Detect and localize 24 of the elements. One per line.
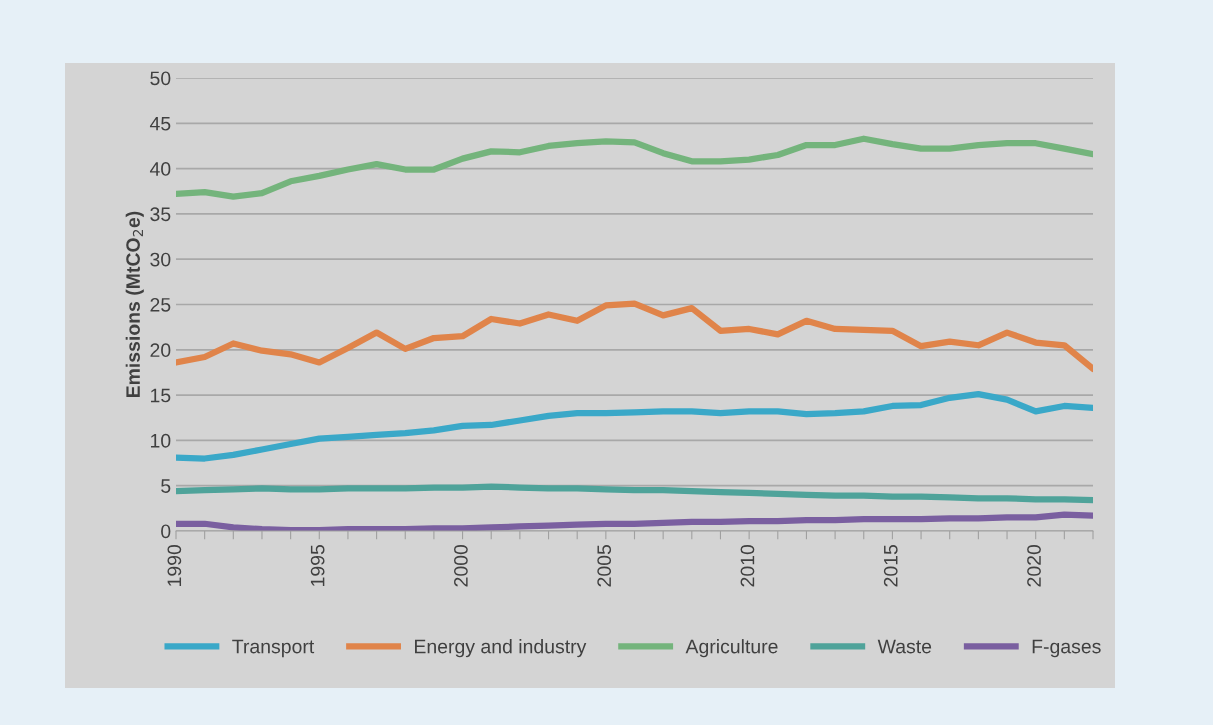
x-tick-label: 2005 bbox=[597, 545, 612, 587]
y-tick-label: 35 bbox=[150, 207, 171, 222]
y-tick-label: 20 bbox=[150, 343, 171, 358]
y-tick-label: 30 bbox=[150, 252, 171, 267]
y-tick-label: 25 bbox=[150, 297, 171, 312]
x-tick-label: 2010 bbox=[740, 544, 755, 587]
legend-label: Agriculture bbox=[685, 639, 778, 658]
y-tick-label: 50 bbox=[150, 71, 171, 86]
y-tick-label: 10 bbox=[151, 433, 171, 448]
x-tick-label: 1990 bbox=[167, 544, 182, 586]
x-tick-label: 2000 bbox=[454, 544, 468, 587]
y-tick-label: 40 bbox=[149, 162, 171, 176]
y-tick-label: 5 bbox=[161, 479, 171, 493]
y-tick-label: 45 bbox=[149, 116, 171, 131]
x-tick-label: 1995 bbox=[310, 545, 325, 586]
y-tick-label: 0 bbox=[161, 524, 171, 539]
x-tick-label: 2020 bbox=[1027, 544, 1041, 587]
legend-label: F-gases bbox=[1032, 639, 1101, 658]
legend-label: Transport bbox=[232, 639, 315, 658]
legend-label: Energy and industry bbox=[415, 639, 587, 658]
legend-label: Waste bbox=[877, 639, 932, 654]
y-axis-title: Emissions (MtCO$_{2}$e) bbox=[125, 211, 144, 398]
x-tick-label: 2015 bbox=[883, 545, 898, 587]
y-tick-label: 15 bbox=[151, 388, 171, 403]
